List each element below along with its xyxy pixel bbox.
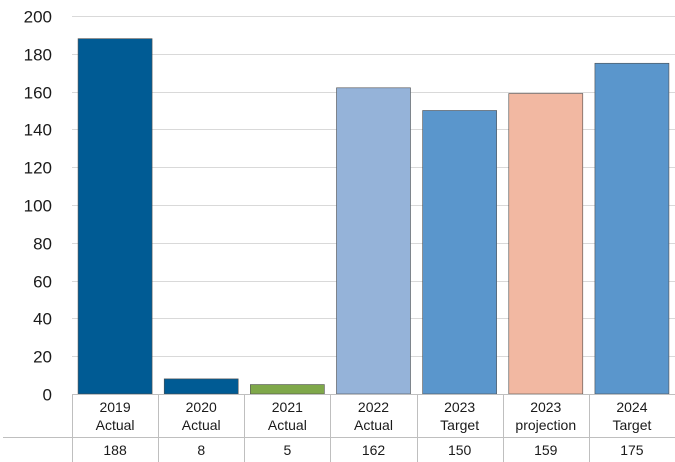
x-category-label: 2019 xyxy=(99,399,130,415)
data-value-label: 175 xyxy=(620,442,644,458)
y-tick-label: 20 xyxy=(33,348,52,367)
x-category-label: Actual xyxy=(268,417,307,433)
x-category-label: Actual xyxy=(96,417,135,433)
y-axis-ticks: 0 20 40 60 80 100 120 140 160 180 200 xyxy=(24,8,52,405)
data-value-label: 150 xyxy=(448,442,472,458)
y-tick-label: 180 xyxy=(24,46,52,65)
y-tick-label: 200 xyxy=(24,8,52,27)
x-category-label: 2023 xyxy=(530,399,561,415)
data-value-label: 5 xyxy=(283,442,291,458)
bar xyxy=(422,110,497,395)
y-tick-label: 80 xyxy=(33,235,52,254)
bar xyxy=(508,93,584,395)
y-tick-label: 160 xyxy=(24,84,52,103)
y-tick-label: 60 xyxy=(33,273,52,292)
y-tick-label: 120 xyxy=(24,159,52,178)
y-tick-label: 100 xyxy=(24,197,52,216)
bar xyxy=(250,384,325,395)
data-value-label: 188 xyxy=(103,442,127,458)
y-tick-label: 140 xyxy=(24,121,52,140)
x-category-label: Actual xyxy=(182,417,221,433)
x-category-label: 2020 xyxy=(186,399,217,415)
x-category-label: Target xyxy=(440,417,479,433)
data-value-label: 162 xyxy=(362,442,386,458)
bar xyxy=(77,38,153,395)
x-category-label: 2023 xyxy=(444,399,475,415)
y-tick-label: 0 xyxy=(43,386,52,405)
x-category-label: 2024 xyxy=(616,399,647,415)
x-category-label: 2022 xyxy=(358,399,389,415)
bar xyxy=(594,62,670,395)
x-category-label: Target xyxy=(612,417,651,433)
y-tick-label: 40 xyxy=(33,310,52,329)
bar xyxy=(336,87,411,395)
x-category-label: projection xyxy=(515,417,576,433)
data-table: 2019 Actual 188 2020 Actual 8 2021 Actual 5 2022 A… xyxy=(3,394,675,462)
x-category-label: 2021 xyxy=(272,399,303,415)
x-category-label: Actual xyxy=(354,417,393,433)
data-value-label: 159 xyxy=(534,442,558,458)
bar xyxy=(163,378,239,395)
data-value-label: 8 xyxy=(197,442,205,458)
bars xyxy=(77,38,670,395)
